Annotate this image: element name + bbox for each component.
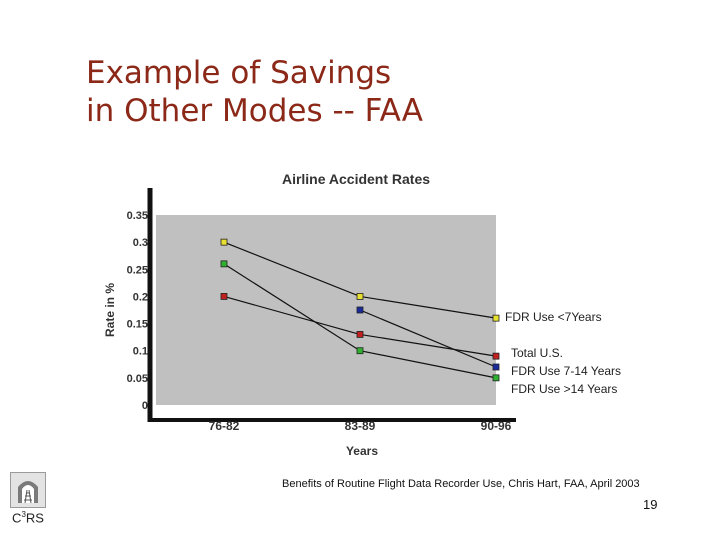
legend-label: FDR Use 7-14 Years	[511, 364, 621, 378]
legend-label: Total U.S.	[511, 346, 563, 360]
y-tick-label: 0.2	[133, 291, 148, 303]
y-tick-label: 0.35	[127, 210, 148, 222]
chart-canvas: Airline Accident Rates 0 0.05 0.1 0.15 0.2 0.2…	[103, 171, 621, 458]
x-tick-label: 90-96	[481, 419, 512, 433]
chart-title: Airline Accident Rates	[282, 171, 430, 187]
y-axis-label: Rate in %	[103, 283, 117, 337]
tunnel-track-icon	[18, 481, 38, 504]
x-tick-label: 76-82	[209, 419, 240, 433]
legend-label: FDR Use <7Years	[505, 310, 602, 324]
series-point	[220, 293, 228, 300]
y-tick-label: 0.15	[127, 319, 148, 331]
series-point	[356, 331, 364, 338]
citation: Benefits of Routine Flight Data Recorder…	[282, 478, 640, 490]
series-point	[356, 347, 364, 355]
series-point	[356, 293, 364, 300]
y-tick-label: 0.1	[133, 346, 148, 358]
accident-rate-chart: Airline Accident Rates 0 0.05 0.1 0.15 0.2 0.2…	[96, 160, 696, 470]
c3rs-logo: C3RS	[6, 470, 50, 528]
y-tick-label: 0.25	[127, 264, 148, 276]
series-point	[220, 260, 228, 268]
x-tick-label: 83-89	[345, 419, 376, 433]
logo-text: C3RS	[12, 510, 44, 526]
series-line	[359, 309, 497, 368]
page-number: 19	[643, 497, 658, 512]
series-point	[356, 306, 364, 314]
slide-title-line-2: in Other Modes -- FAA	[86, 93, 423, 129]
legend-label: FDR Use >14 Years	[511, 382, 617, 396]
slide-title-line-1: Example of Savings	[86, 55, 392, 91]
series-point	[220, 238, 228, 246]
y-tick-label: 0.05	[127, 373, 148, 385]
series-point	[492, 314, 500, 322]
series-point	[492, 374, 500, 382]
y-tick-label: 0	[142, 400, 148, 412]
y-tick-label: 0.3	[133, 237, 148, 249]
logo-emblem	[10, 472, 46, 508]
x-axis-label: Years	[346, 444, 378, 458]
slide-title: Example of Savings in Other Modes -- FAA	[86, 54, 686, 130]
plot-area	[156, 215, 496, 405]
series-point	[492, 352, 500, 360]
series-point	[492, 363, 500, 371]
